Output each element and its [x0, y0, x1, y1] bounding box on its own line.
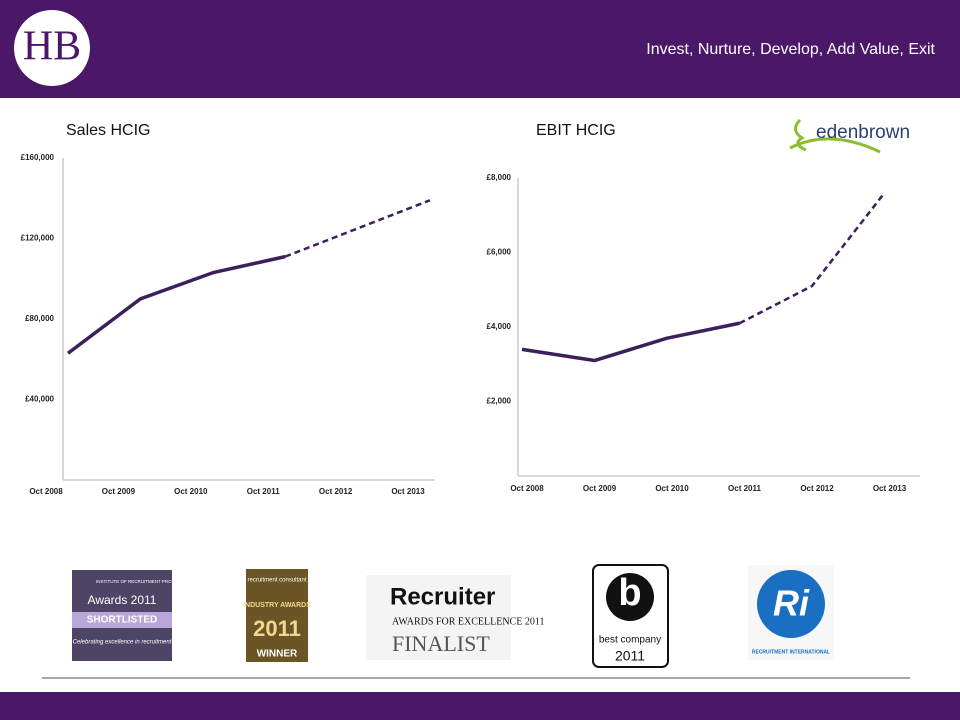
x-tick-label: Oct 2011	[247, 487, 280, 496]
badge-text: Celebrating excellence in recruitment	[73, 640, 172, 646]
badge-bg	[366, 575, 511, 660]
y-tick-label: £160,000	[21, 153, 55, 162]
data-line	[66, 254, 286, 355]
y-tick-label: £80,000	[25, 314, 54, 323]
y-tick-label: £40,000	[25, 395, 54, 404]
x-tick-label: Oct 2008	[29, 487, 63, 496]
badge-text: best company	[599, 635, 661, 646]
data-line	[521, 321, 740, 363]
x-tick-label: Oct 2011	[728, 484, 761, 493]
x-tick-label: Oct 2010	[174, 487, 208, 496]
badge-rc: recruitment consultant INDUSTRY AWARDS 2…	[243, 569, 311, 662]
x-tick-label: Oct 2012	[800, 484, 834, 493]
badge-circle	[606, 573, 654, 621]
y-tick-label: £8,000	[487, 173, 512, 182]
y-tick-label: £4,000	[487, 322, 512, 331]
y-tick-label: £120,000	[21, 234, 55, 243]
y-tick-label: £6,000	[487, 248, 512, 257]
x-tick-label: Oct 2009	[102, 487, 136, 496]
badge-text: INDUSTRY AWARDS	[243, 602, 311, 609]
tagline: Invest, Nurture, Develop, Add Value, Exi…	[646, 41, 935, 58]
brand-icon	[794, 118, 807, 152]
logo-circle	[14, 10, 90, 86]
badge-strip	[72, 612, 172, 628]
badge-ri: Ri RECRUITMENT INTERNATIONAL	[748, 565, 834, 660]
footer-bar	[0, 692, 960, 720]
data-line	[284, 199, 431, 258]
badge-rec: INSTITUTE OF RECRUITMENT PROFESSIONALS A…	[72, 570, 200, 661]
badge-text: FINALIST	[392, 631, 490, 656]
badge-text: Awards 2011	[88, 593, 157, 607]
x-tick-label: Oct 2009	[583, 484, 617, 493]
badge-best-company: b best company 2011	[592, 564, 669, 668]
badge-text: AWARDS FOR EXCELLENCE 2011	[392, 616, 544, 627]
x-tick-label: Oct 2010	[655, 484, 689, 493]
badge-recruiter: Recruiter AWARDS FOR EXCELLENCE 2011 FIN…	[366, 575, 544, 660]
x-tick-label: Oct 2008	[510, 484, 544, 493]
x-tick-label: Oct 2013	[873, 484, 907, 493]
badge-text: WINNER	[257, 649, 298, 660]
badge-bg	[246, 569, 308, 662]
badge-text: 2011	[615, 648, 645, 664]
badge-text: RECRUITMENT INTERNATIONAL	[752, 649, 830, 655]
y-tick-label: £2,000	[487, 397, 512, 406]
chart-title: Sales HCIG	[66, 122, 150, 139]
badge-text: SHORTLISTED	[87, 615, 158, 626]
badge-text: 2011	[253, 616, 301, 641]
header-bar	[0, 0, 960, 98]
x-tick-label: Oct 2013	[391, 487, 425, 496]
logo: HB	[23, 24, 81, 70]
chart-title: EBIT HCIG	[536, 122, 616, 139]
badge-text: Ri	[773, 583, 810, 624]
badge-text: Recruiter	[390, 583, 495, 610]
x-tick-label: Oct 2012	[319, 487, 353, 496]
brand: edenbrown	[816, 122, 910, 143]
badge-text: b	[618, 572, 641, 614]
badge-circle	[757, 570, 825, 638]
data-line	[738, 192, 886, 325]
badge-text: recruitment consultant	[247, 578, 306, 584]
badge-text: INSTITUTE OF RECRUITMENT PROFESSIONALS	[96, 579, 200, 584]
